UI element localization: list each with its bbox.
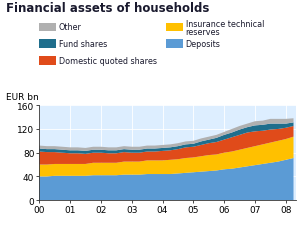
Text: reserves: reserves — [186, 28, 220, 37]
Text: Other: Other — [59, 23, 82, 32]
Text: Financial assets of households: Financial assets of households — [6, 2, 209, 15]
Text: EUR bn: EUR bn — [6, 93, 39, 102]
Text: Insurance technical: Insurance technical — [186, 20, 264, 29]
Text: Fund shares: Fund shares — [59, 40, 107, 49]
Text: Domestic quoted shares: Domestic quoted shares — [59, 57, 157, 66]
Text: Deposits: Deposits — [186, 40, 220, 49]
